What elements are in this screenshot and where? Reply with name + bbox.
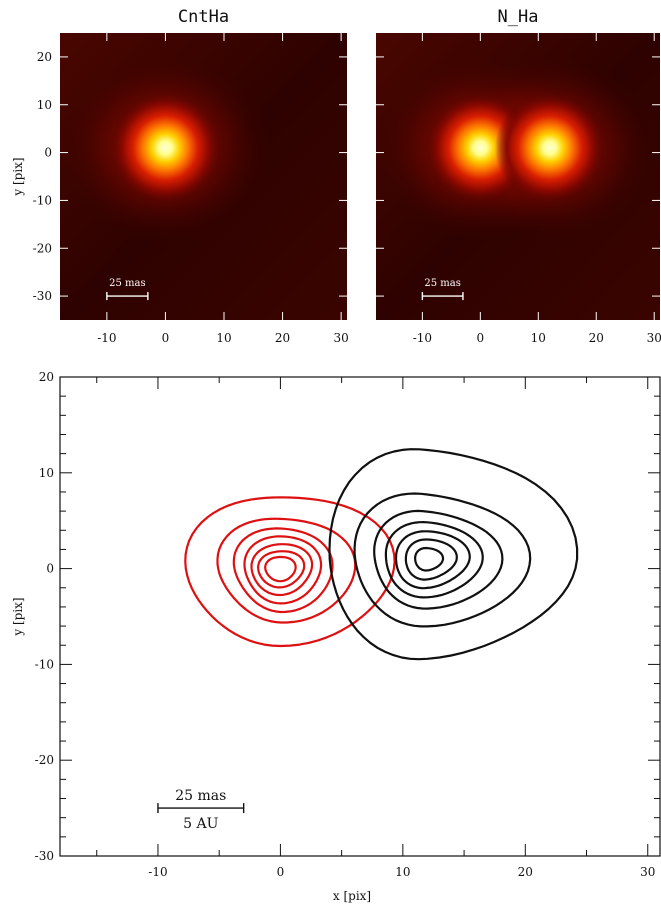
x-tick-label: 30 bbox=[334, 331, 349, 345]
source-1 bbox=[109, 92, 222, 204]
contour-line-1-1 bbox=[184, 496, 396, 648]
y-tick-label: -20 bbox=[33, 241, 52, 255]
x-tick-label: 0 bbox=[477, 331, 485, 345]
heatmap-panel-n-ha: -10 0 10 20 30 N_Ha 25 mas bbox=[376, 7, 661, 345]
y-tick-label: 0 bbox=[46, 562, 54, 576]
source-2 bbox=[494, 92, 605, 203]
heatmap-panel-cnt-ha: -10 0 10 20 30 -30 -20 -10 0 10 20 CntHa y [pix] 25 m… bbox=[11, 7, 349, 345]
y-tick-label: 20 bbox=[39, 370, 54, 384]
y-tick-label: 20 bbox=[37, 50, 52, 64]
x-tick-label: 30 bbox=[647, 331, 661, 345]
y-tick-label: 10 bbox=[37, 98, 52, 112]
x-axis-label: x [pix] bbox=[333, 889, 371, 903]
contour-line-2-6 bbox=[404, 538, 458, 581]
contour-line-2-2 bbox=[353, 492, 532, 628]
y-tick-label: -10 bbox=[35, 657, 54, 671]
contour-line-2-7 bbox=[414, 546, 445, 572]
scale-bar-label: 25 mas bbox=[109, 278, 145, 289]
x-tick-label: 10 bbox=[531, 331, 546, 345]
x-tick-label: -10 bbox=[148, 865, 167, 879]
y-axis-label: y [pix] bbox=[11, 157, 25, 196]
panel-title: CntHa bbox=[178, 7, 229, 27]
x-tick-label: 10 bbox=[216, 331, 231, 345]
contour-line-1-5 bbox=[250, 543, 314, 597]
y-axis-label: y [pix] bbox=[11, 597, 25, 636]
x-tick-label: 30 bbox=[640, 865, 655, 879]
y-tick-label: -10 bbox=[33, 193, 52, 207]
contour-line-1-7 bbox=[264, 555, 297, 583]
contour-line-2-3 bbox=[373, 509, 504, 610]
x-tick-label: -10 bbox=[97, 331, 116, 345]
contour-line-1-2 bbox=[216, 517, 357, 624]
contour-panel: -10 0 10 20 30 -30 -20 -10 0 10 20 x [pix] y [pix] 25… bbox=[11, 370, 661, 903]
scale-bar-label: 25 mas bbox=[424, 278, 460, 289]
y-tick-label: -20 bbox=[35, 753, 54, 767]
contour-line-1-3 bbox=[232, 527, 334, 614]
x-tick-label: 10 bbox=[395, 865, 410, 879]
contour-line-2-1 bbox=[328, 448, 579, 661]
x-tick-label: -10 bbox=[413, 331, 432, 345]
contour-line-2-5 bbox=[394, 530, 471, 590]
x-tick-label: 20 bbox=[518, 865, 533, 879]
scale-bar-label-physical: 5 AU bbox=[183, 816, 218, 832]
x-tick-label: 20 bbox=[275, 331, 290, 345]
y-tick-label: -30 bbox=[33, 289, 52, 303]
y-tick-label: 10 bbox=[39, 466, 54, 480]
x-tick-label: 20 bbox=[589, 331, 604, 345]
scale-bar-label-angular: 25 mas bbox=[175, 788, 226, 804]
y-tick-label: -30 bbox=[35, 849, 54, 863]
contour-line-1-6 bbox=[257, 550, 306, 589]
contour-line-1-4 bbox=[243, 535, 323, 605]
x-tick-label: 0 bbox=[277, 865, 285, 879]
y-tick-label: 0 bbox=[44, 146, 52, 160]
panel-title: N_Ha bbox=[498, 7, 539, 27]
contour-frame bbox=[59, 376, 661, 857]
contour-line-2-4 bbox=[384, 521, 484, 599]
x-tick-label: 0 bbox=[162, 331, 170, 345]
